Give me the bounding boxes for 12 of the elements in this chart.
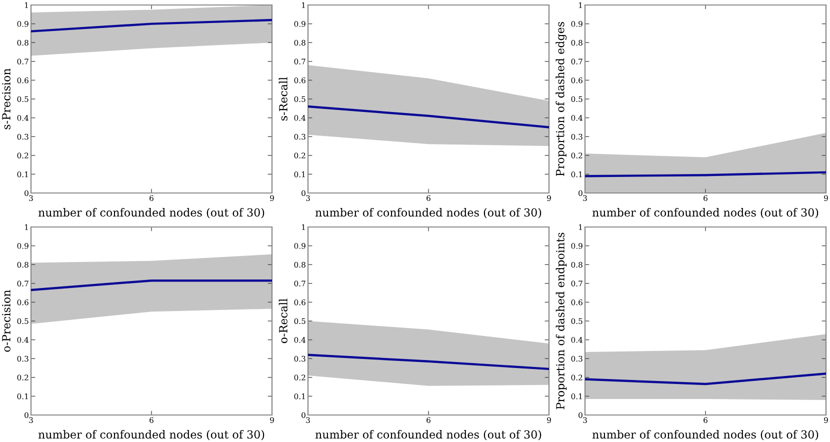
y-axis-title: s-Precision: [2, 68, 10, 130]
x-axis-title: number of confounded nodes (out of 30): [592, 208, 818, 218]
x-axis-title: number of confounded nodes (out of 30): [315, 430, 542, 440]
y-axis-title: o-Recall: [278, 298, 288, 344]
y-axis-title: o-Precision: [2, 290, 10, 352]
y-axis-title: s-Recall: [278, 77, 288, 121]
x-axis-title: number of confounded nodes (out of 30): [315, 208, 542, 218]
y-axis-title: Proportion of dashed edges: [556, 22, 567, 176]
x-axis-title: number of confounded nodes (out of 30): [38, 208, 264, 218]
x-axis-title: number of confounded nodes (out of 30): [592, 430, 818, 440]
y-axis-title: Proportion of dashed endpoints: [556, 232, 567, 410]
x-axis-title: number of confounded nodes (out of 30): [38, 430, 264, 440]
